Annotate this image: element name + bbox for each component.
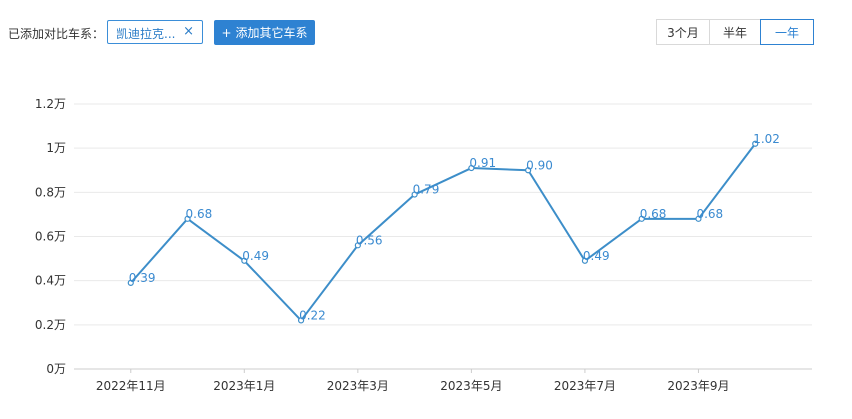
- compare-label: 已添加对比车系：: [8, 27, 105, 41]
- data-label: 0.68: [640, 207, 667, 221]
- selected-series-chip[interactable]: 凯迪拉克... ×: [107, 20, 203, 44]
- data-label: 0.22: [299, 308, 326, 322]
- series-line: [130, 143, 757, 322]
- data-label: 0.68: [186, 207, 213, 221]
- data-point: [752, 140, 759, 147]
- data-point: [695, 215, 702, 222]
- y-tick-label: 0.6万: [35, 230, 66, 244]
- data-label: 0.91: [469, 156, 496, 170]
- x-tick-label: 2023年5月: [440, 379, 502, 393]
- data-point: [127, 279, 134, 286]
- data-label: 0.68: [696, 207, 723, 221]
- y-tick-label: 0万: [46, 362, 66, 376]
- add-series-label: 添加其它车系: [235, 26, 308, 40]
- x-tick-label: 2023年9月: [667, 379, 729, 393]
- time-range-half-year[interactable]: 半年: [709, 19, 761, 45]
- remove-series-icon[interactable]: ×: [183, 24, 194, 39]
- data-label: 1.02: [753, 132, 780, 146]
- plus-icon: +: [221, 25, 232, 40]
- data-point: [411, 191, 418, 198]
- x-tick-label: 2022年11月: [96, 379, 166, 393]
- data-point: [638, 215, 645, 222]
- x-tick-label: 2023年3月: [327, 379, 389, 393]
- selected-series-label: 凯迪拉克...: [116, 27, 176, 41]
- data-label: 0.90: [526, 158, 553, 172]
- y-tick-label: 1.2万: [35, 97, 66, 111]
- data-label: 0.79: [413, 183, 440, 197]
- data-point: [354, 242, 361, 249]
- time-range-one-year[interactable]: 一年: [760, 19, 814, 45]
- data-point: [468, 164, 475, 172]
- data-label: 0.49: [242, 249, 269, 263]
- time-range-selector: 3个月 半年 一年: [656, 19, 814, 45]
- y-tick-label: 0.8万: [35, 185, 66, 199]
- x-tick-label: 2023年7月: [554, 379, 616, 393]
- data-label: 0.49: [583, 249, 610, 263]
- data-point: [525, 167, 532, 174]
- data-label: 0.56: [356, 233, 383, 247]
- data-point: [581, 257, 589, 264]
- add-series-button[interactable]: + 添加其它车系: [214, 20, 315, 45]
- y-tick-label: 0.2万: [35, 318, 66, 332]
- x-tick-label: 2023年1月: [213, 379, 275, 393]
- data-label: 0.39: [129, 271, 156, 285]
- y-tick-label: 0.4万: [35, 274, 66, 288]
- data-point: [184, 215, 191, 222]
- data-point: [241, 257, 248, 264]
- toolbar: 已添加对比车系： 凯迪拉克... × + 添加其它车系 3个月 半年 一年: [0, 0, 852, 60]
- data-point: [297, 317, 305, 324]
- y-tick-label: 1万: [46, 141, 66, 155]
